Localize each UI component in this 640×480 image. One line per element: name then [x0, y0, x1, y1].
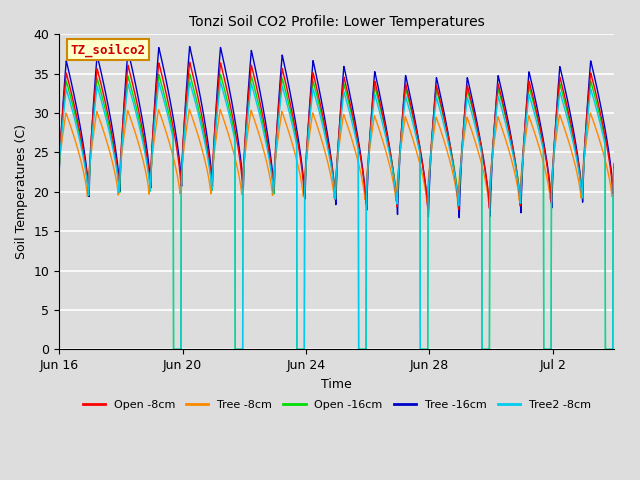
Open -16cm	[55, 166, 63, 171]
Open -16cm	[88, 134, 96, 140]
Text: TZ_soilco2: TZ_soilco2	[70, 43, 145, 57]
Tree2 -8cm	[351, 132, 359, 138]
Tree2 -8cm	[170, 347, 177, 352]
Tree -16cm	[303, 153, 310, 158]
Tree2 -8cm	[294, 347, 301, 352]
Open -8cm	[534, 117, 542, 122]
Tree -16cm	[55, 169, 63, 175]
Tree2 -8cm	[611, 166, 618, 172]
Line: Open -8cm: Open -8cm	[59, 62, 614, 209]
Open -16cm	[294, 347, 301, 352]
Tree2 -8cm	[88, 135, 96, 141]
Open -8cm	[55, 159, 63, 165]
Tree -16cm	[611, 172, 618, 178]
Tree -16cm	[351, 117, 358, 123]
Line: Tree -16cm: Tree -16cm	[59, 47, 614, 218]
Tree -8cm	[303, 156, 310, 161]
Tree -8cm	[351, 146, 358, 152]
Tree -8cm	[611, 164, 618, 170]
Y-axis label: Soil Temperatures (C): Soil Temperatures (C)	[15, 124, 28, 259]
Open -16cm	[351, 127, 359, 133]
Line: Tree2 -8cm: Tree2 -8cm	[59, 82, 614, 349]
Tree -8cm	[534, 142, 542, 147]
Legend: Open -8cm, Tree -8cm, Open -16cm, Tree -16cm, Tree2 -8cm: Open -8cm, Tree -8cm, Open -16cm, Tree -…	[78, 396, 595, 415]
Open -16cm	[413, 130, 420, 135]
Open -16cm	[186, 71, 193, 77]
Tree -8cm	[294, 161, 301, 167]
Open -16cm	[534, 120, 542, 125]
Tree2 -8cm	[534, 125, 542, 131]
Open -16cm	[611, 169, 618, 175]
Tree -16cm	[88, 126, 96, 132]
Tree -8cm	[186, 107, 193, 112]
Tree -8cm	[454, 199, 461, 204]
Open -8cm	[351, 123, 358, 129]
Tree2 -8cm	[55, 164, 63, 169]
Tree -8cm	[88, 144, 96, 150]
Open -16cm	[170, 347, 177, 352]
Open -8cm	[611, 160, 618, 166]
Tree -8cm	[412, 147, 420, 153]
Tree2 -8cm	[303, 149, 311, 155]
Open -16cm	[303, 149, 311, 155]
Tree -16cm	[294, 132, 301, 137]
Line: Tree -8cm: Tree -8cm	[59, 109, 614, 202]
Title: Tonzi Soil CO2 Profile: Lower Temperatures: Tonzi Soil CO2 Profile: Lower Temperatur…	[189, 15, 484, 29]
X-axis label: Time: Time	[321, 378, 352, 391]
Tree -16cm	[456, 215, 463, 221]
Open -8cm	[412, 127, 420, 133]
Open -8cm	[186, 59, 193, 65]
Tree -16cm	[412, 123, 420, 129]
Tree -16cm	[534, 110, 542, 116]
Open -8cm	[88, 126, 96, 132]
Line: Open -16cm: Open -16cm	[59, 74, 614, 349]
Open -8cm	[294, 138, 301, 144]
Tree2 -8cm	[413, 135, 420, 141]
Open -8cm	[455, 206, 463, 212]
Tree2 -8cm	[186, 79, 193, 84]
Tree -16cm	[186, 44, 193, 49]
Tree -8cm	[55, 162, 63, 168]
Open -8cm	[303, 146, 310, 152]
